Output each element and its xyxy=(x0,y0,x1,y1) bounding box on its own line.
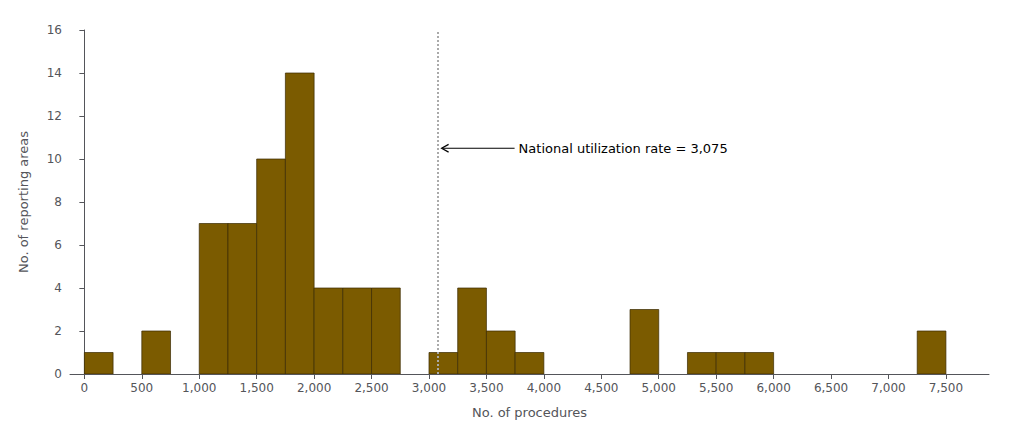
svg-text:3,500: 3,500 xyxy=(469,381,503,395)
svg-text:1,000: 1,000 xyxy=(182,381,216,395)
svg-text:National utilization rate = 3,: National utilization rate = 3,075 xyxy=(519,141,728,156)
svg-text:0: 0 xyxy=(81,381,89,395)
svg-text:2: 2 xyxy=(54,324,62,338)
svg-text:7,000: 7,000 xyxy=(871,381,905,395)
svg-text:14: 14 xyxy=(47,66,62,80)
svg-text:1,500: 1,500 xyxy=(239,381,273,395)
svg-text:2,000: 2,000 xyxy=(297,381,331,395)
svg-text:12: 12 xyxy=(47,109,62,123)
svg-text:3,000: 3,000 xyxy=(412,381,446,395)
svg-text:No. of procedures: No. of procedures xyxy=(472,405,587,420)
svg-text:6,000: 6,000 xyxy=(756,381,790,395)
svg-text:No. of reporting areas: No. of reporting areas xyxy=(16,131,31,273)
svg-text:6: 6 xyxy=(54,238,62,252)
svg-text:8: 8 xyxy=(54,195,62,209)
svg-text:16: 16 xyxy=(47,23,62,37)
svg-text:10: 10 xyxy=(47,152,62,166)
svg-text:500: 500 xyxy=(130,381,153,395)
svg-text:4,500: 4,500 xyxy=(584,381,618,395)
svg-text:5,000: 5,000 xyxy=(642,381,676,395)
svg-text:0: 0 xyxy=(54,367,62,381)
svg-text:5,500: 5,500 xyxy=(699,381,733,395)
svg-text:2,500: 2,500 xyxy=(354,381,388,395)
svg-text:6,500: 6,500 xyxy=(814,381,848,395)
svg-text:4,000: 4,000 xyxy=(527,381,561,395)
svg-text:7,500: 7,500 xyxy=(929,381,963,395)
svg-text:4: 4 xyxy=(54,281,62,295)
